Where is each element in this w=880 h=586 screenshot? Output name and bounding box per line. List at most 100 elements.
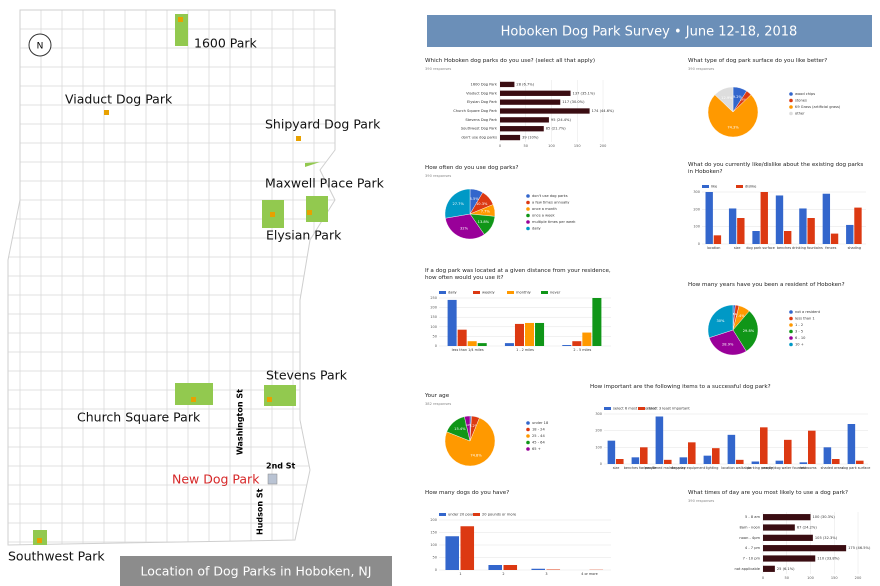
x-tick-label: dog park surface — [746, 246, 775, 250]
slice-label: 5.2% — [469, 424, 479, 428]
park-label: Stevens Park — [266, 368, 348, 383]
bar — [582, 332, 592, 346]
bar — [763, 565, 775, 572]
slice-label: 30% — [716, 319, 725, 323]
legend-swatch — [526, 434, 530, 438]
park-marker — [191, 397, 196, 402]
category-label: don't use dog parks — [461, 136, 497, 140]
category-label: noon - 4pm — [739, 536, 760, 540]
legend-swatch — [736, 185, 743, 188]
x-tick-label: dog park surface — [842, 466, 871, 470]
chart-title: Which Hoboken dog parks do you use? (sel… — [425, 58, 596, 64]
y-tick-label: 100 — [595, 445, 602, 449]
legend-swatch — [789, 342, 793, 347]
bar — [546, 569, 561, 570]
chart-title: Your age — [425, 393, 450, 399]
y-tick-label: 100 — [430, 325, 437, 329]
bar — [775, 460, 784, 464]
x-tick-label: 200 — [855, 576, 862, 580]
legend-swatch — [507, 291, 514, 294]
legend-label: select 6 most important — [613, 407, 657, 411]
y-tick-label: 200 — [693, 207, 700, 211]
bar — [500, 99, 561, 105]
x-tick-label: 2 — [502, 572, 504, 576]
park-area — [305, 162, 320, 167]
pie-slice — [707, 94, 759, 138]
park-label: Church Square Park — [77, 410, 201, 425]
bar — [500, 134, 521, 141]
x-tick-label: shading — [848, 246, 861, 250]
north-circle — [28, 33, 52, 57]
slice-label: 3.6% — [465, 424, 472, 427]
slice-label: 13.8% — [478, 220, 490, 224]
legend-label: other — [795, 112, 805, 116]
y-tick-label: 0 — [698, 242, 700, 246]
legend-label: 3 - 5 — [795, 330, 803, 334]
bar — [775, 195, 784, 244]
slice-label: 32% — [460, 226, 469, 230]
chart-title: How important are the following items to… — [590, 384, 771, 390]
slice-label: 29.8% — [743, 329, 755, 333]
bar — [784, 439, 792, 464]
category-label: 4 - 7 pm — [745, 546, 761, 550]
park-area — [33, 530, 47, 545]
legend-swatch — [526, 427, 530, 432]
legend-swatch — [789, 316, 793, 321]
banner-box — [427, 15, 872, 47]
slice-label: 3.6% — [740, 99, 747, 102]
category-label: Southwest Dog Park — [461, 127, 498, 131]
park-label: Viaduct Dog Park — [65, 92, 173, 107]
bar — [525, 322, 535, 346]
bar — [531, 568, 545, 570]
category-label: Elysian Dog Park — [467, 100, 498, 104]
bar — [447, 299, 457, 346]
park-label: Southwest Park — [8, 549, 105, 564]
bar — [477, 343, 487, 346]
y-tick-label: 200 — [430, 518, 437, 522]
pie-slice — [714, 86, 734, 113]
park-marker — [104, 110, 109, 115]
slice-label: 10.3% — [476, 202, 488, 206]
x-tick-label: less than 1/4 miles — [452, 348, 484, 352]
chart-title: How often do you use dog parks? — [425, 165, 519, 171]
legend-label: 25 - 44 — [532, 434, 545, 438]
park-marker — [178, 17, 183, 22]
bar — [500, 108, 590, 114]
chart-subtitle: 390 responses — [425, 174, 452, 178]
x-tick-label: size — [734, 246, 741, 250]
bar — [500, 117, 549, 123]
x-tick-label: benches — [777, 246, 791, 250]
legend-swatch — [473, 513, 480, 516]
x-tick-label: 50 — [524, 144, 528, 148]
legend-swatch — [526, 440, 530, 445]
bar — [500, 126, 544, 132]
chart-title: What type of dog park surface do you lik… — [688, 58, 828, 64]
legend-label: 20 pounds or more — [482, 513, 517, 517]
bar — [807, 218, 815, 244]
bar — [763, 524, 795, 531]
pie-slice — [444, 417, 496, 467]
legend-swatch — [789, 310, 793, 314]
legend-label: weekly — [482, 291, 495, 295]
chart-subtitle: 390 responses — [688, 499, 715, 503]
legend-swatch — [541, 291, 548, 294]
y-tick-label: 50 — [433, 334, 437, 338]
street-grid — [8, 10, 335, 545]
x-tick-label: size — [613, 466, 620, 470]
category-label: 5 - 8 am — [745, 515, 760, 519]
legend-swatch — [789, 336, 793, 340]
value-label: 105 (32.3%) — [815, 536, 838, 540]
category-label: not applicable — [735, 567, 761, 571]
x-tick-label: 0 — [762, 576, 764, 580]
value-label: 67 (24.2%) — [797, 526, 818, 530]
legend-label: 6 - 10 — [795, 336, 806, 340]
bar — [784, 231, 792, 244]
bar — [607, 440, 616, 464]
legend-label: wood chips — [795, 92, 815, 96]
category-label: Church Square Dog Park — [453, 109, 498, 113]
legend-label: select 3 least important — [647, 407, 690, 411]
x-tick-label: lighting — [706, 466, 719, 470]
bar — [679, 457, 688, 464]
chart-subtitle: 390 responses — [688, 67, 715, 71]
